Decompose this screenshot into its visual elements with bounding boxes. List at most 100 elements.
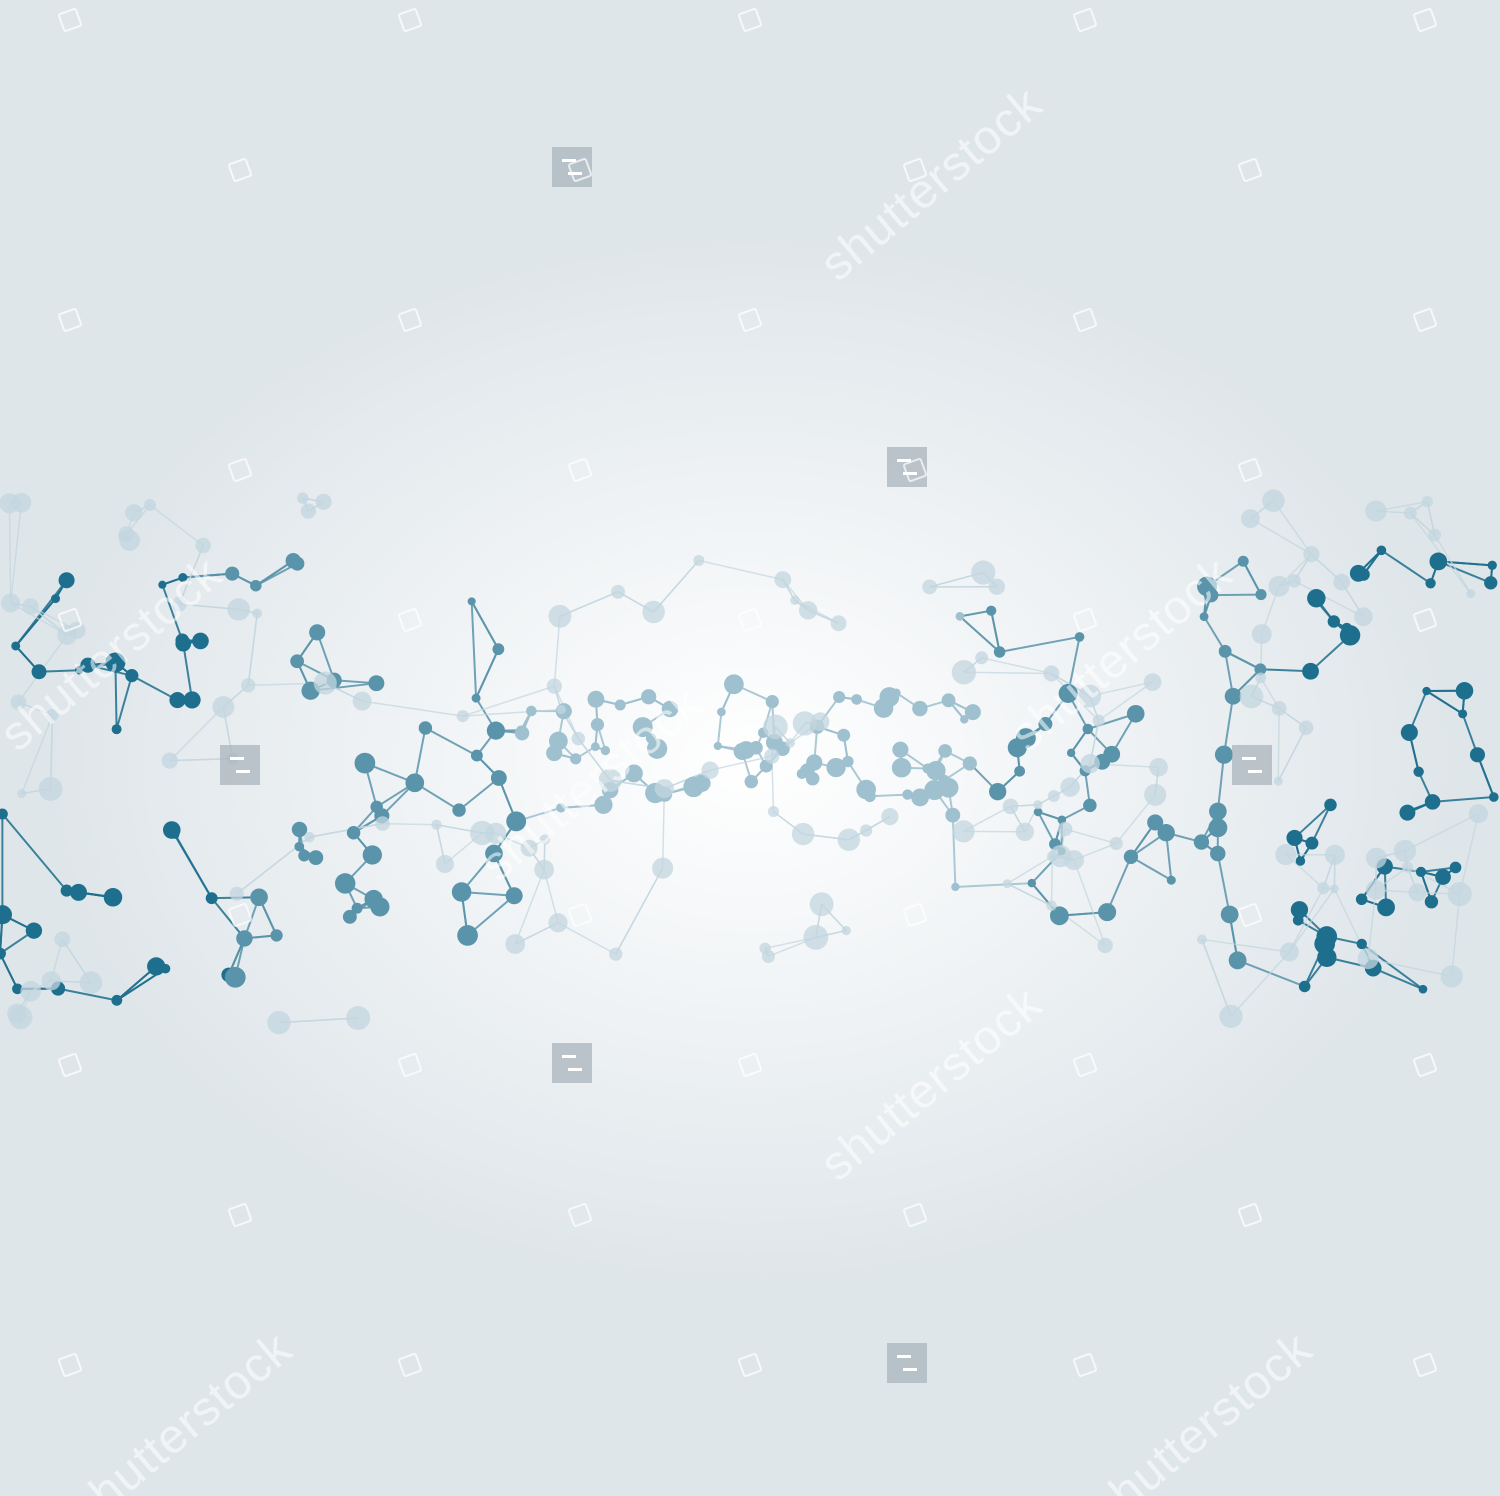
molecule-atom xyxy=(352,691,372,711)
molecule-atom xyxy=(791,822,815,846)
molecule-atom xyxy=(1413,766,1424,777)
molecule-atom xyxy=(144,499,157,511)
molecule-atom xyxy=(945,807,961,823)
molecule-atom xyxy=(1488,792,1499,802)
molecule-atom xyxy=(315,493,332,511)
molecule-bond xyxy=(1458,813,1480,895)
molecule-atom xyxy=(805,771,820,786)
molecule-atom xyxy=(375,816,390,831)
molecule-atom xyxy=(724,674,744,695)
molecule-atom xyxy=(1279,942,1299,962)
molecule-atom xyxy=(60,884,73,897)
molecule-atom xyxy=(267,1010,291,1035)
molecule-atom xyxy=(506,811,527,832)
molecule-atom xyxy=(290,654,304,669)
molecule-atom xyxy=(1365,880,1386,900)
molecule-atom xyxy=(842,755,854,768)
molecule-atom xyxy=(300,503,317,519)
molecule-bond xyxy=(1367,889,1377,959)
molecule-atom xyxy=(767,806,780,818)
molecule-atom xyxy=(1109,836,1123,851)
molecule-atom xyxy=(1166,875,1176,885)
molecule-atom xyxy=(1273,776,1283,786)
molecule-atom xyxy=(546,678,563,694)
molecule-atom xyxy=(924,779,945,801)
molecule-bond xyxy=(1224,650,1261,671)
molecule-atom xyxy=(313,671,337,695)
molecule-bond xyxy=(1426,690,1464,715)
molecule-atom xyxy=(873,698,894,718)
molecule-atom xyxy=(1199,612,1209,622)
molecule-atom xyxy=(774,571,792,588)
molecule-atom xyxy=(864,790,876,803)
molecule-atom xyxy=(111,724,122,735)
molecule-atom xyxy=(162,821,181,839)
molecule-bond xyxy=(8,503,12,604)
molecule-atom xyxy=(80,657,96,673)
molecule-bond xyxy=(169,757,233,762)
molecule-atom xyxy=(1262,489,1285,512)
molecule-atom xyxy=(1356,938,1367,950)
molecule-atom xyxy=(1047,790,1060,802)
molecule-atom xyxy=(452,803,466,817)
molecule-atom xyxy=(192,632,209,650)
molecule-bond xyxy=(382,822,437,826)
molecule-atom xyxy=(1449,861,1462,874)
molecule-atom xyxy=(683,776,704,798)
molecule-atom xyxy=(912,700,928,717)
molecule-atom xyxy=(860,824,873,837)
molecule-bond xyxy=(999,635,1080,653)
molecule-atom xyxy=(225,566,240,581)
molecule-atom xyxy=(952,820,975,843)
molecule-atom xyxy=(405,773,425,793)
molecule-bond xyxy=(1211,593,1262,597)
molecule-bond xyxy=(115,675,133,730)
molecule-atom xyxy=(713,741,722,751)
molecule-atom xyxy=(178,573,188,583)
molecule-atom xyxy=(1429,552,1448,571)
molecule-atom xyxy=(1298,720,1314,735)
molecule-atom xyxy=(68,621,86,639)
molecule-bond xyxy=(1237,959,1305,988)
molecule-atom xyxy=(285,553,301,569)
molecule-atom xyxy=(548,604,572,628)
molecule-atom xyxy=(457,925,478,946)
molecule-bond xyxy=(1372,967,1424,991)
molecule-atom xyxy=(1033,800,1043,810)
molecule-atom xyxy=(661,700,679,718)
molecule-atom xyxy=(212,696,235,718)
molecule-atom xyxy=(988,578,1006,595)
molecule-atom xyxy=(1355,893,1368,906)
molecule-atom xyxy=(1316,926,1338,947)
molecule-atom xyxy=(624,764,643,783)
molecule-atom xyxy=(1007,738,1027,758)
molecule-bond xyxy=(131,674,178,701)
molecule-atom xyxy=(1147,814,1164,831)
molecule-bond xyxy=(1203,616,1226,652)
molecule-atom xyxy=(175,633,190,648)
molecule-atom xyxy=(46,708,59,722)
molecule-atom xyxy=(308,850,324,866)
molecule-bond xyxy=(161,584,184,641)
molecule-atom xyxy=(431,819,442,830)
molecule-atom xyxy=(792,711,817,736)
molecule-atom xyxy=(881,808,899,826)
molecule-bond xyxy=(990,610,1001,653)
molecule-bond xyxy=(1073,859,1106,946)
molecule-bond xyxy=(1380,549,1432,585)
molecule-bond xyxy=(169,706,224,762)
molecule-atom xyxy=(236,930,253,947)
molecule-atom xyxy=(1241,509,1260,529)
molecule-atom xyxy=(370,897,390,917)
molecule-atom xyxy=(1057,821,1073,837)
molecule-atom xyxy=(1027,878,1037,888)
molecule-atom xyxy=(451,882,472,902)
molecule-atom xyxy=(304,831,315,843)
molecule-bond xyxy=(661,788,666,869)
molecule-bond xyxy=(1404,813,1479,852)
molecule-atom xyxy=(1126,704,1145,723)
molecule-atom xyxy=(1425,578,1436,589)
molecule-atom xyxy=(526,705,537,717)
molecule-atom xyxy=(556,704,566,715)
